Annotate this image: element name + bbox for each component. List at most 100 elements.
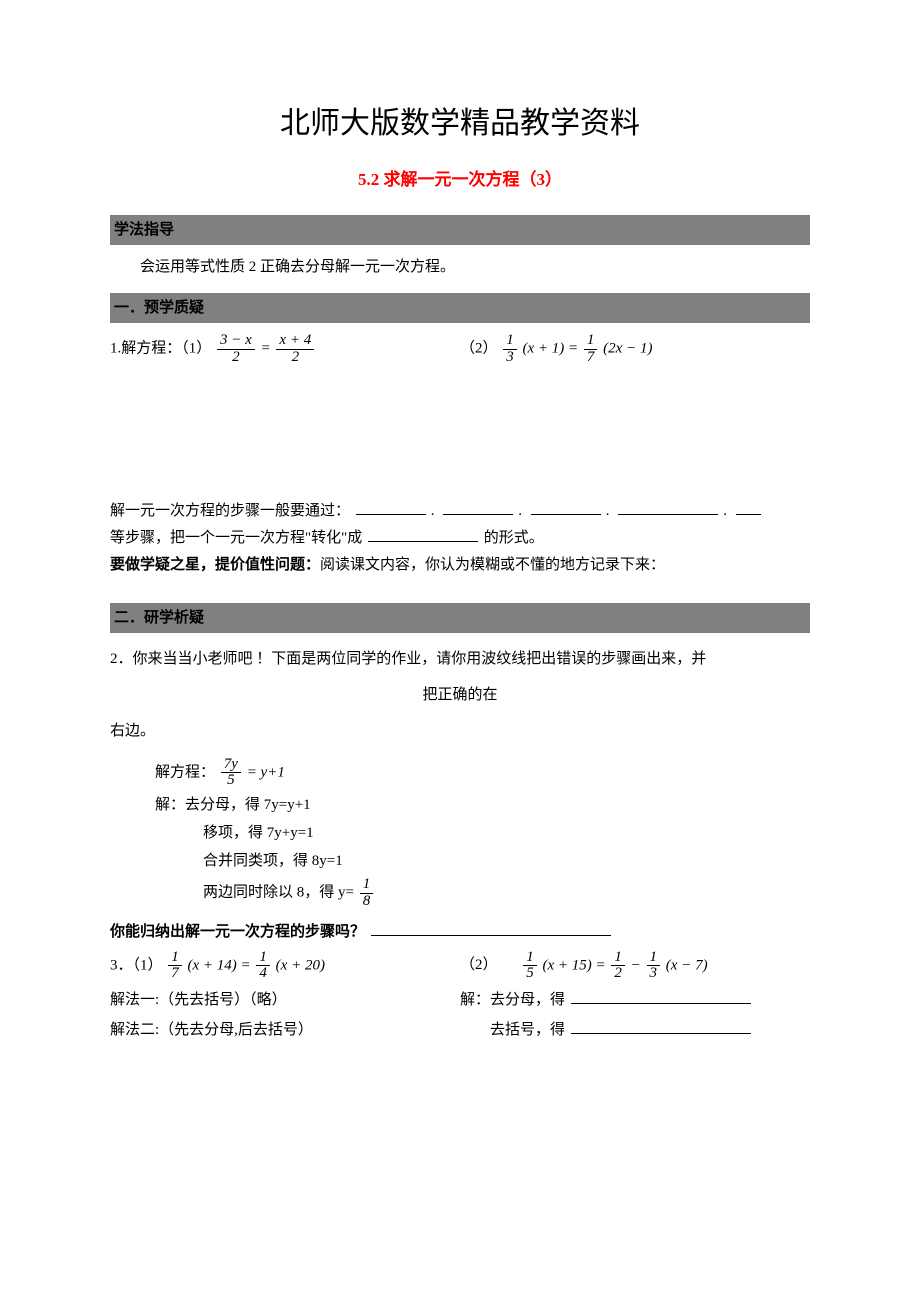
m2-blank [571,1018,751,1034]
work-eq: 解方程： 7y 5 = y+1 [155,757,810,790]
m2-row: 解法二:（先去分母,后去括号） 去括号，得 [110,1018,810,1042]
section-bar-study: 二．研学析疑 [110,603,810,633]
bold-a: 要做学疑之星，提价值性问题： [110,556,320,573]
q2-line-b: 把正确的在 [110,683,810,707]
blank-6 [368,526,478,542]
blank-1 [356,499,426,515]
m1-blank [571,988,751,1004]
q1b-frac-l-den: 3 [503,350,517,366]
q3r-f2: 1 2 [611,950,625,983]
fill2-text-b: 的形式。 [484,530,544,546]
q3b-label: （2） [460,957,498,973]
m1-left: 解法一:（先去括号）（略） [110,988,460,1012]
blank-2 [443,499,513,515]
q3l-f2: 1 4 [256,950,270,983]
main-title: 北师大版数学精品教学资料 [110,100,810,148]
q3r-f1: 1 5 [523,950,537,983]
q3l-mid2: (x + 20) [276,957,325,973]
bold-line: 要做学疑之星，提价值性问题：阅读课文内容，你认为模糊或不懂的地方记录下来： [110,553,810,577]
q1b-frac-l-num: 1 [503,333,517,350]
section-bar-guide: 学法指导 [110,215,810,245]
q3l-f1: 1 7 [168,950,182,983]
q3r-f1-d: 5 [523,966,537,982]
q3l-f2-d: 4 [256,966,270,982]
m1-right-a: 解：去分母，得 [460,992,565,1008]
w2-text: 移项，得 7y+y=1 [203,825,314,841]
w1-text: 解：去分母，得 7y=y+1 [155,797,311,813]
q3l-mid1: (x + 14) = [188,957,251,973]
q1b-mid-r: (2x − 1) [603,341,652,357]
sub-title: 5.2 求解一元一次方程（3） [110,166,810,193]
bold-b: 阅读课文内容，你认为模糊或不懂的地方记录下来： [320,557,665,573]
summary-text: 你能归纳出解一元一次方程的步骤吗？ [110,923,365,940]
blank-5 [736,499,761,515]
w3: 合并同类项，得 8y=1 [203,849,810,873]
q3-left: 3．（1） 1 7 (x + 14) = 1 4 (x + 20) [110,950,460,983]
fill-line-1: 解一元一次方程的步骤一般要通过： [110,499,810,523]
q3r-minus: − [631,957,641,973]
w4-num: 1 [360,877,374,894]
section-bar-preview: 一．预学质疑 [110,293,810,323]
q3r-mid3: (x − 7) [666,957,708,973]
w4-text: 两边同时除以 8，得 y= [203,885,354,901]
q3-label: 3．（1） [110,957,163,973]
q3r-f2-d: 2 [611,966,625,982]
q3r-f1-n: 1 [523,950,537,967]
q3l-f1-d: 7 [168,966,182,982]
m2-right: 去括号，得 [460,1018,840,1042]
q3l-f2-n: 1 [256,950,270,967]
w1: 解：去分母，得 7y=y+1 [155,793,810,817]
sep-1 [428,503,438,519]
fill1-text: 解一元一次方程的步骤一般要通过： [110,503,350,519]
q1-frac-l-num: 3 − x [217,333,255,350]
blank-4 [618,499,718,515]
page: 北师大版数学精品教学资料 5.2 求解一元一次方程（3） 学法指导 会运用等式性… [0,0,920,1108]
w4-frac: 1 8 [360,877,374,910]
q1-left: 1.解方程：（1） 3 − x 2 = x + 4 2 [110,333,460,366]
q1-frac-r-den: 2 [276,350,314,366]
w2: 移项，得 7y+y=1 [203,821,810,845]
w4-den: 8 [360,894,374,910]
q3-row: 3．（1） 1 7 (x + 14) = 1 4 (x + 20) （2） 1 … [110,950,810,983]
m2-left: 解法二:（先去分母,后去括号） [110,1018,460,1042]
m1-right: 解：去分母，得 [460,988,810,1012]
q1-frac-r-num: x + 4 [276,333,314,350]
blank-3 [531,499,601,515]
work-frac-den: 5 [221,773,241,789]
w3-text: 合并同类项，得 8y=1 [203,853,343,869]
q1b-mid-l: (x + 1) = [523,341,579,357]
q1b-label: （2） [460,341,498,357]
q1-label: 1.解方程：（1） [110,341,211,357]
guide-body: 会运用等式性质 2 正确去分母解一元一次方程。 [110,255,810,279]
q1b-frac-l: 1 3 [503,333,517,366]
q1-right: （2） 1 3 (x + 1) = 1 7 (2x − 1) [460,333,810,366]
q3r-mid1: (x + 15) = [543,957,606,973]
work-frac-num: 7y [221,757,241,774]
q1b-frac-r-num: 1 [584,333,598,350]
work-label: 解方程： [155,764,215,780]
sep-3 [603,503,613,519]
q1-frac-l: 3 − x 2 [217,333,255,366]
w4: 两边同时除以 8，得 y= 1 8 [203,877,810,910]
q2-line-c: 右边。 [110,719,810,743]
q1b-frac-r: 1 7 [584,333,598,366]
q1-frac-l-den: 2 [217,350,255,366]
q1-frac-r: x + 4 2 [276,333,314,366]
sep-2 [515,503,525,519]
q3r-f3-d: 3 [647,966,661,982]
m1-row: 解法一:（先去括号）（略） 解：去分母，得 [110,988,810,1012]
q3r-f3-n: 1 [647,950,661,967]
q2-line-a: 2．你来当当小老师吧 ！下面是两位同学的作业，请你用波纹线把出错误的步骤画出来，… [110,647,810,671]
workspace-gap [110,366,810,496]
sep-4 [720,503,730,519]
q3r-f3: 1 3 [647,950,661,983]
fill2-text-a: 等步骤，把一个一元一次方程"转化"成 [110,530,362,546]
q3r-f2-n: 1 [611,950,625,967]
summary-blank [371,920,611,936]
fill-line-2: 等步骤，把一个一元一次方程"转化"成 的形式。 [110,526,810,550]
work-tail: = y+1 [247,764,285,780]
q1-eq: = [261,341,271,357]
q1b-frac-r-den: 7 [584,350,598,366]
work-frac: 7y 5 [221,757,241,790]
m2-right-a: 去括号，得 [490,1022,565,1038]
